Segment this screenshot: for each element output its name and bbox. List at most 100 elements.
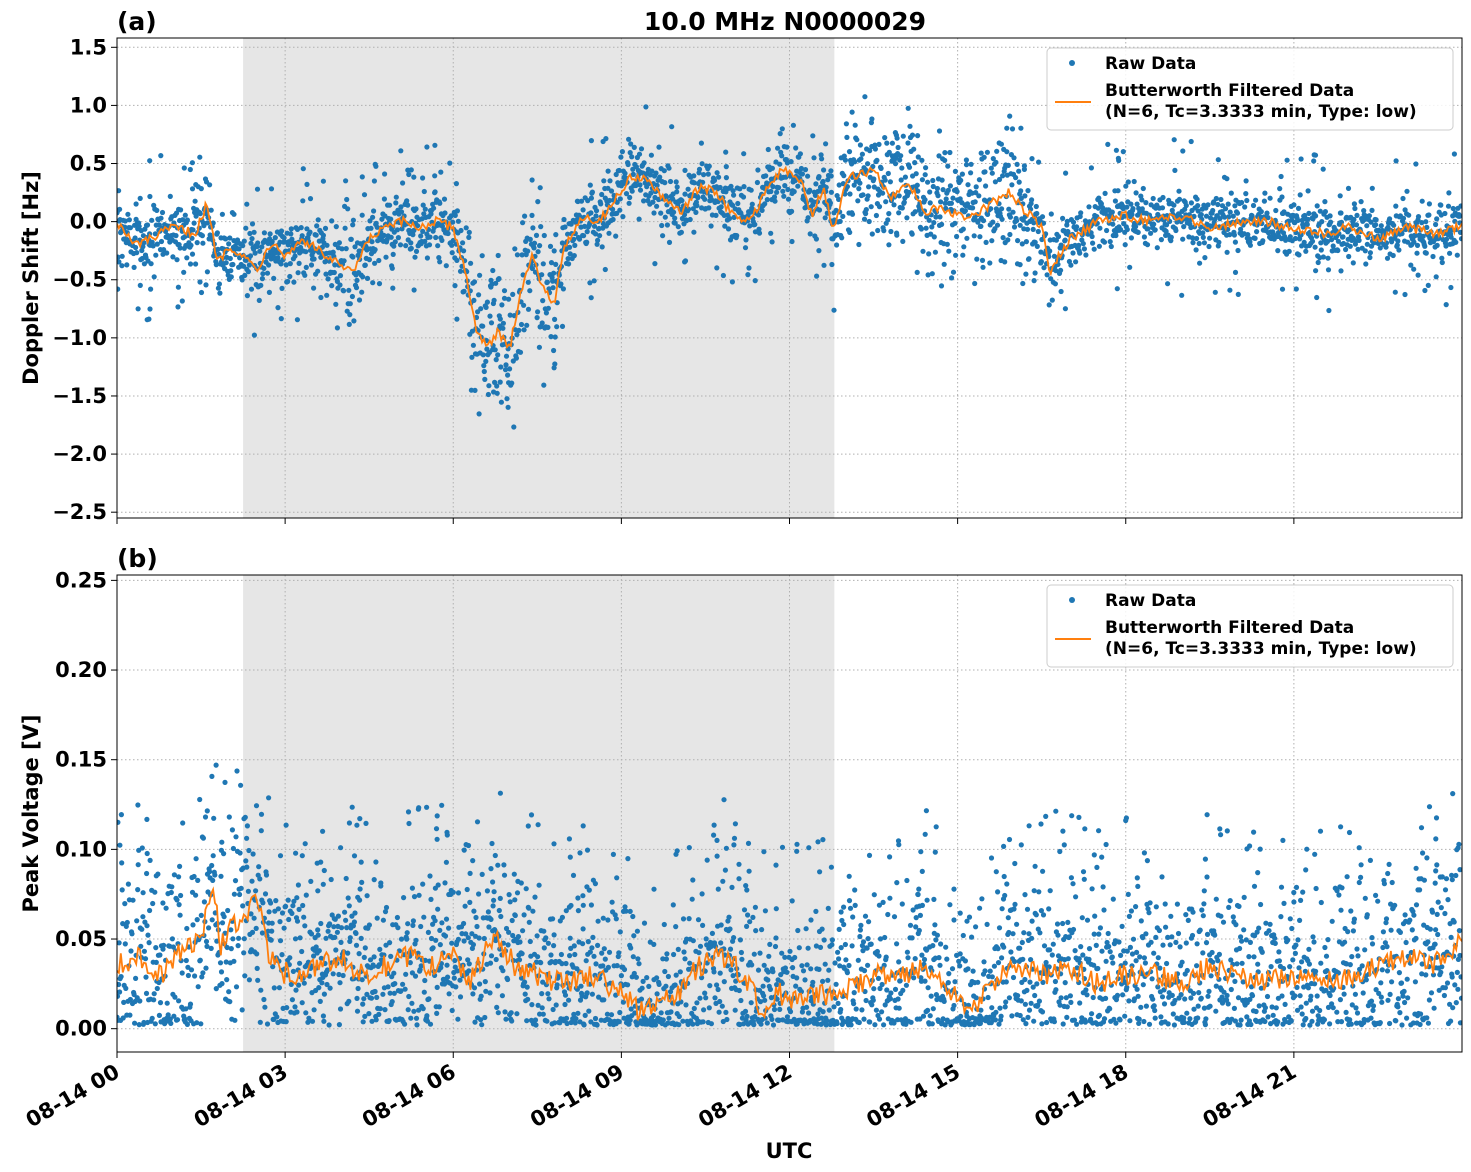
raw-data-point xyxy=(489,840,495,847)
raw-data-point xyxy=(799,963,805,969)
raw-data-point xyxy=(332,934,338,941)
raw-data-point xyxy=(1022,1001,1028,1007)
raw-data-point xyxy=(203,938,210,945)
raw-data-point xyxy=(656,144,662,150)
raw-data-point xyxy=(283,903,289,910)
raw-data-point xyxy=(535,249,541,255)
raw-data-point xyxy=(631,970,637,977)
raw-data-point xyxy=(1091,246,1097,252)
raw-data-point xyxy=(1039,1021,1045,1027)
raw-data-point xyxy=(1161,1001,1168,1007)
raw-data-point xyxy=(1218,196,1224,203)
raw-data-point xyxy=(774,189,780,195)
raw-data-point xyxy=(516,957,523,963)
raw-data-point xyxy=(1026,256,1032,262)
raw-data-point xyxy=(1414,242,1421,248)
raw-data-point xyxy=(803,926,809,932)
raw-data-point xyxy=(761,993,767,999)
raw-data-point xyxy=(917,912,924,919)
raw-data-point xyxy=(1305,188,1311,194)
raw-data-point xyxy=(1038,260,1044,266)
raw-data-point xyxy=(351,318,357,324)
raw-data-point xyxy=(292,253,298,259)
raw-data-point xyxy=(204,220,211,226)
raw-data-point xyxy=(514,1011,520,1017)
raw-data-point xyxy=(1010,974,1017,981)
raw-data-point xyxy=(1164,222,1170,228)
raw-data-point xyxy=(808,966,814,972)
raw-data-point xyxy=(146,940,152,946)
raw-data-point xyxy=(785,196,792,202)
raw-data-point xyxy=(744,1013,750,1019)
raw-data-point xyxy=(1122,1013,1128,1019)
raw-data-point xyxy=(393,200,399,206)
raw-data-point xyxy=(699,891,705,897)
raw-data-point xyxy=(1083,252,1089,258)
raw-data-point xyxy=(1287,234,1293,240)
raw-data-point xyxy=(930,177,936,184)
raw-data-point xyxy=(644,975,650,981)
raw-data-point xyxy=(1232,239,1238,245)
raw-data-point xyxy=(272,235,278,241)
raw-data-point xyxy=(1133,224,1139,230)
raw-data-point xyxy=(683,1002,689,1008)
raw-data-point xyxy=(952,220,958,226)
raw-data-point xyxy=(464,886,470,893)
raw-data-point xyxy=(405,202,411,208)
raw-data-point xyxy=(1018,188,1024,194)
raw-data-point xyxy=(953,252,959,258)
raw-data-point xyxy=(311,285,317,291)
raw-data-point xyxy=(1328,219,1334,225)
raw-data-point xyxy=(430,945,436,951)
raw-data-point xyxy=(1315,259,1321,266)
raw-data-point xyxy=(1144,242,1151,248)
raw-data-point xyxy=(748,187,754,193)
raw-data-point xyxy=(514,332,520,338)
raw-data-point xyxy=(672,215,678,221)
raw-data-point xyxy=(197,211,203,217)
raw-data-point xyxy=(1020,956,1026,962)
raw-data-point xyxy=(161,247,167,253)
raw-data-point xyxy=(746,265,752,271)
raw-data-point xyxy=(731,192,737,198)
raw-data-point xyxy=(1115,188,1121,194)
raw-data-point xyxy=(522,979,528,985)
raw-data-point xyxy=(1004,149,1010,155)
raw-data-point xyxy=(1128,201,1134,207)
raw-data-point xyxy=(713,212,719,218)
raw-data-point xyxy=(1306,210,1312,216)
raw-data-point xyxy=(999,216,1005,222)
raw-data-point xyxy=(380,991,386,997)
raw-data-point xyxy=(539,991,545,997)
raw-data-point xyxy=(909,231,915,237)
raw-data-point xyxy=(548,334,554,340)
raw-data-point xyxy=(387,202,393,208)
raw-data-point xyxy=(1147,900,1153,906)
raw-data-point xyxy=(1235,247,1241,254)
raw-data-point xyxy=(923,225,929,231)
raw-data-point xyxy=(888,990,894,996)
raw-data-point xyxy=(533,232,540,238)
raw-data-point xyxy=(249,236,255,242)
raw-data-point xyxy=(896,959,902,965)
raw-data-point xyxy=(117,188,122,194)
raw-data-point xyxy=(940,187,946,193)
raw-data-point xyxy=(682,191,688,197)
raw-data-point xyxy=(989,1005,995,1011)
raw-data-point xyxy=(638,996,645,1002)
raw-data-point xyxy=(681,212,688,218)
raw-data-point xyxy=(867,1019,873,1025)
raw-data-point xyxy=(208,945,214,952)
raw-data-point xyxy=(1262,190,1268,196)
raw-data-point xyxy=(841,153,847,159)
raw-data-point xyxy=(807,187,813,193)
raw-data-point xyxy=(930,1006,936,1012)
raw-data-point xyxy=(1032,270,1038,276)
raw-data-point xyxy=(706,205,712,211)
raw-data-point xyxy=(1000,173,1006,179)
raw-data-point xyxy=(303,892,309,898)
raw-data-point xyxy=(329,218,335,224)
raw-data-point xyxy=(572,1020,578,1026)
raw-data-point xyxy=(1023,239,1029,245)
raw-data-point xyxy=(674,189,680,195)
